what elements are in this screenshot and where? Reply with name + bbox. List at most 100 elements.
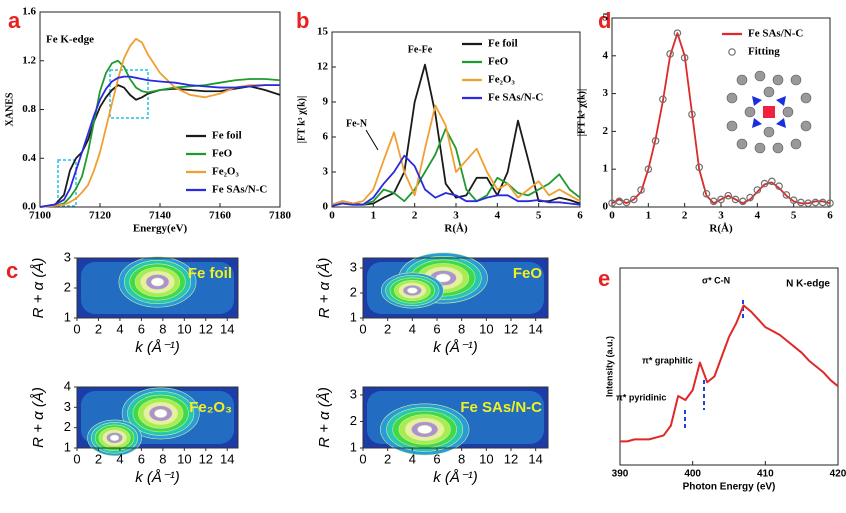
y-tick-label: 15 bbox=[317, 26, 329, 38]
x-tick-label: 12 bbox=[199, 451, 213, 466]
x-tick-label: 4 bbox=[409, 451, 416, 466]
legend-label: Fitting bbox=[748, 46, 780, 58]
y-tick-label: 4 bbox=[603, 49, 609, 61]
x-tick-label: 400 bbox=[684, 469, 701, 480]
fit-marker bbox=[724, 191, 733, 200]
x-tick-label: 8 bbox=[159, 451, 166, 466]
y-tick-label: 3 bbox=[603, 87, 609, 99]
x-tick-label: 5 bbox=[791, 210, 797, 222]
legend-label: FeO bbox=[488, 56, 509, 68]
fit-marker bbox=[695, 163, 704, 172]
legend-label: Fe SAs/N-C bbox=[488, 92, 543, 104]
y-tick-label: 1 bbox=[350, 309, 357, 324]
fit-marker bbox=[782, 191, 791, 199]
legend-label: FeO bbox=[212, 148, 233, 160]
fit-marker bbox=[615, 197, 624, 206]
y-axis-label: Intensity (a.u.) bbox=[604, 336, 614, 397]
legend-label: Fe SAs/N-C bbox=[748, 28, 803, 40]
y-axis-label: R + α (Å) bbox=[316, 387, 333, 448]
x-tick-label: 2 bbox=[95, 321, 102, 336]
legend-label: Fe₂O₃ bbox=[212, 166, 239, 178]
x-tick-label: 0 bbox=[609, 210, 615, 222]
x-tick-label: 7180 bbox=[269, 210, 292, 222]
x-axis-label: k (Å⁻¹) bbox=[135, 469, 180, 486]
series-line bbox=[331, 63, 581, 206]
legend-label: Fe foil bbox=[212, 130, 242, 142]
y-tick-label: 3 bbox=[350, 259, 357, 274]
fit-marker bbox=[666, 50, 674, 58]
plot-frame bbox=[76, 386, 239, 449]
y-tick-label: 0.0 bbox=[22, 201, 36, 213]
chart-title: Fe K-edge bbox=[46, 34, 94, 46]
x-tick-label: 6 bbox=[577, 210, 583, 222]
x-tick-label: 14 bbox=[220, 451, 234, 466]
x-tick-label: 14 bbox=[528, 451, 542, 466]
plot-frame bbox=[331, 31, 581, 208]
y-tick-label: 1.2 bbox=[22, 54, 36, 66]
x-tick-label: 4 bbox=[116, 451, 123, 466]
x-tick-label: 2 bbox=[384, 451, 391, 466]
series-line bbox=[39, 75, 280, 208]
y-tick-label: 3 bbox=[64, 249, 71, 264]
x-tick-label: 4 bbox=[495, 210, 501, 222]
panel-label: b bbox=[296, 8, 309, 33]
y-tick-label: 1 bbox=[64, 309, 71, 324]
x-tick-label: 7100 bbox=[29, 210, 52, 222]
line-panel: d 0 1 2 3 4 5 6 0 1 2 3 4 5 R(Å) |FT k³ χ(k)| Fe SAs/N-C… bbox=[576, 8, 834, 235]
x-tick-label: 10 bbox=[479, 321, 493, 336]
x-tick-label: 8 bbox=[458, 451, 465, 466]
annotation: π* pyridinic bbox=[616, 392, 666, 402]
fit-marker bbox=[680, 53, 689, 62]
fit-marker bbox=[709, 197, 718, 206]
contour-peak bbox=[417, 425, 433, 434]
y-tick-label: 4 bbox=[64, 378, 71, 393]
carbon-atoms bbox=[726, 70, 812, 154]
x-tick-label: 12 bbox=[199, 321, 213, 336]
x-tick-label: 14 bbox=[220, 321, 234, 336]
x-tick-label: 3 bbox=[453, 210, 459, 222]
y-tick-label: 3 bbox=[350, 386, 357, 401]
fit-marker bbox=[629, 195, 638, 204]
contour-peak bbox=[154, 409, 168, 418]
contour-label: Fe₂O₃ bbox=[189, 399, 232, 416]
y-tick-label: 2 bbox=[350, 284, 357, 299]
x-axis-label: k (Å⁻¹) bbox=[135, 339, 180, 356]
y-tick-label: 5 bbox=[603, 12, 609, 24]
annotation: π* graphitic bbox=[642, 355, 693, 365]
x-tick-label: 12 bbox=[504, 321, 518, 336]
y-tick-label: 2 bbox=[603, 125, 609, 137]
x-axis-label: k (Å⁻¹) bbox=[433, 469, 478, 486]
peak-markers bbox=[684, 300, 744, 430]
fit-marker bbox=[644, 165, 653, 174]
contour-label: FeO bbox=[513, 265, 543, 282]
y-tick-label: 0.8 bbox=[22, 103, 36, 115]
x-axis-label: R(Å) bbox=[444, 223, 468, 235]
x-tick-label: 0 bbox=[359, 321, 366, 336]
y-axis-label: R + α (Å) bbox=[30, 258, 47, 319]
fit-marker bbox=[768, 177, 776, 186]
fit-marker bbox=[760, 179, 769, 188]
fit-marker bbox=[622, 198, 631, 207]
fit-marker bbox=[738, 197, 747, 206]
x-tick-label: 0 bbox=[73, 321, 80, 336]
y-tick-label: 1 bbox=[350, 439, 357, 454]
annotation: Fe-N bbox=[346, 118, 368, 129]
contour-peak bbox=[151, 277, 164, 287]
x-tick-label: 6 bbox=[433, 451, 440, 466]
fit-marker bbox=[818, 198, 827, 207]
series-line bbox=[620, 304, 839, 443]
fit-marker bbox=[608, 199, 616, 208]
y-tick-label: 1 bbox=[64, 439, 71, 454]
y-tick-label: 9 bbox=[323, 96, 329, 108]
x-tick-label: 2 bbox=[682, 210, 688, 222]
panel-label: a bbox=[8, 8, 21, 33]
x-tick-label: 6 bbox=[138, 451, 145, 466]
y-axis-label: XANES bbox=[4, 92, 15, 126]
fit-marker bbox=[811, 198, 820, 207]
fit-marker bbox=[753, 186, 762, 194]
series-line bbox=[331, 154, 581, 207]
contour-label: Fe SAs/N-C bbox=[460, 399, 542, 416]
